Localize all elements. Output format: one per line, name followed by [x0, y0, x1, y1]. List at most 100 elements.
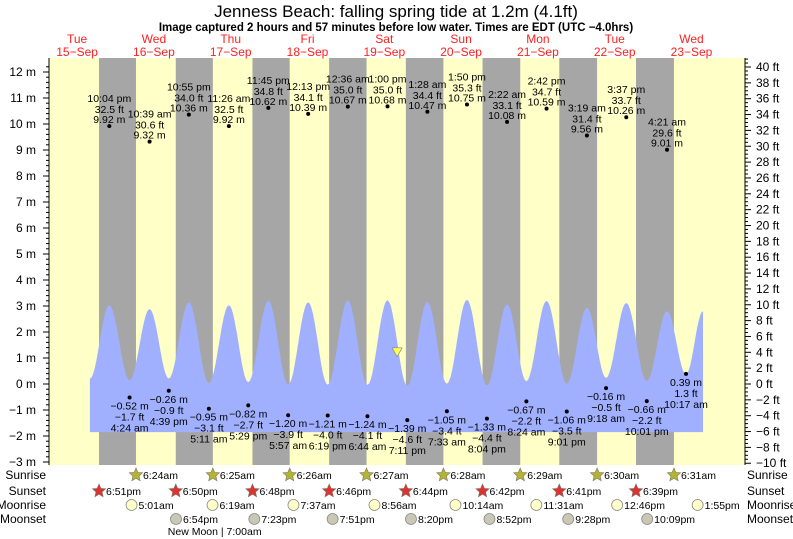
- left-tick-label: 8 m: [16, 169, 36, 183]
- right-tick-label: −10 ft: [756, 456, 787, 470]
- right-tick-label: 40 ft: [756, 60, 780, 74]
- sunrise-star-icon: [512, 467, 528, 482]
- low-tide-m: −1.39 m: [388, 423, 426, 435]
- high-tide-time: 4:21 am: [648, 117, 686, 129]
- high-tide-point: [665, 147, 670, 152]
- low-tide-m: −0.16 m: [587, 391, 625, 403]
- sunrise-time: 6:25am: [220, 470, 255, 482]
- sunset-star-icon: [398, 483, 414, 498]
- left-tick-label: −1 m: [9, 403, 36, 417]
- left-tick-label: 2 m: [16, 325, 36, 339]
- high-tide-point: [505, 119, 510, 124]
- day-date: 18−Sep: [287, 45, 329, 59]
- low-tide-time: 7:33 am: [428, 436, 466, 448]
- low-tide-ft: −2.2 ft: [632, 415, 662, 427]
- right-tick-label: 16 ft: [756, 250, 780, 264]
- low-tide-time: 7:11 pm: [389, 445, 426, 457]
- low-tide-point: [684, 371, 689, 376]
- chart-subtitle: Image captured 2 hours and 57 minutes be…: [159, 22, 633, 34]
- moonrise-row-label-right: Moonrise: [747, 498, 793, 512]
- sunrise-row-label-right: Sunrise: [747, 468, 788, 482]
- low-tide-time: 5:11 am: [190, 434, 227, 446]
- sunset-time: 6:50pm: [183, 486, 218, 498]
- sunset-star-icon: [245, 483, 260, 498]
- right-tick-label: 30 ft: [756, 139, 780, 153]
- high-tide-time: 12:13 pm: [286, 81, 330, 93]
- high-tide-m: 10.75 m: [448, 93, 486, 105]
- left-tick-label: −3 m: [9, 455, 36, 469]
- low-tide-time: 8:04 pm: [468, 444, 506, 456]
- sunset-time: 6:42pm: [490, 486, 525, 498]
- day-date: 15−Sep: [56, 45, 98, 59]
- right-tick-label: 8 ft: [756, 314, 773, 328]
- day-name: Fri: [301, 32, 315, 46]
- low-tide-time: 8:24 am: [507, 426, 545, 438]
- low-tide-time: 10:17 am: [664, 399, 708, 411]
- high-tide-ft: 33.1 ft: [492, 100, 521, 112]
- low-tide-time: 4:24 am: [111, 423, 149, 435]
- low-tide-time: 5:29 pm: [229, 430, 267, 442]
- high-tide-m: 9.92 m: [93, 114, 125, 126]
- high-tide-time: 3:19 am: [568, 102, 606, 114]
- high-tide-ft: 34.1 ft: [294, 92, 323, 104]
- right-tick-label: −4 ft: [756, 409, 780, 423]
- moonset-row-label: Moonset: [0, 512, 47, 526]
- left-tick-label: 7 m: [16, 195, 36, 209]
- left-tick-label: 10 m: [9, 117, 36, 131]
- day-name: Mon: [526, 32, 549, 46]
- moonrise-moon-icon: [530, 499, 543, 511]
- day-date: 19−Sep: [363, 45, 405, 59]
- sunset-star-icon: [321, 483, 337, 498]
- high-tide-m: 9.56 m: [571, 123, 603, 135]
- sunset-time: 6:44pm: [413, 486, 448, 498]
- day-name: Tue: [67, 32, 88, 46]
- high-tide-time: 1:28 am: [408, 79, 446, 91]
- high-tide-time: 3:37 pm: [607, 84, 645, 96]
- high-tide-time: 10:39 am: [128, 109, 172, 121]
- right-tick-label: −2 ft: [756, 393, 780, 407]
- moonset-moon-icon: [326, 513, 339, 525]
- low-tide-m: −0.52 m: [110, 401, 148, 413]
- sunrise-time: 6:29am: [527, 470, 562, 482]
- sunset-time: 6:46pm: [336, 486, 371, 498]
- day-name: Sun: [450, 32, 471, 46]
- sunset-star-icon: [475, 483, 490, 498]
- low-tide-ft: −2.7 ft: [234, 419, 264, 431]
- day-name: Tue: [605, 32, 626, 46]
- sunset-row-label: Sunset: [9, 484, 47, 498]
- low-tide-point: [484, 416, 489, 421]
- high-tide-ft: 34.4 ft: [413, 90, 442, 102]
- sunset-star-icon: [628, 483, 644, 498]
- moonset-moon-icon: [483, 513, 496, 525]
- low-tide-point: [524, 399, 529, 404]
- sunrise-time: 6:31am: [681, 470, 716, 482]
- low-tide-ft: −0.9 ft: [154, 405, 184, 417]
- tide-area: [89, 299, 704, 433]
- sunrise-star-icon: [359, 467, 374, 482]
- low-tide-time: 9:01 pm: [548, 437, 586, 449]
- high-tide-point: [584, 133, 589, 138]
- moonset-moon-icon: [641, 513, 654, 525]
- low-tide-point: [405, 418, 410, 423]
- high-tide-time: 11:45 pm: [247, 75, 290, 87]
- high-tide-m: 9.01 m: [651, 138, 683, 150]
- moonrise-time: 6:19am: [220, 500, 255, 512]
- left-tick-label: 6 m: [16, 221, 36, 235]
- sunset-time: 6:39pm: [643, 486, 678, 498]
- low-tide-ft: 1.3 ft: [674, 388, 697, 400]
- moonrise-moon-icon: [368, 499, 381, 511]
- high-tide-point: [186, 112, 191, 117]
- low-tide-m: −1.33 m: [468, 422, 506, 434]
- right-tick-label: −8 ft: [756, 440, 780, 454]
- high-tide-point: [147, 139, 152, 144]
- low-tide-point: [166, 388, 171, 393]
- chart-title: Jenness Beach: falling spring tide at 1.…: [214, 2, 578, 21]
- sunset-star-icon: [168, 483, 184, 498]
- moonset-time: 10:09pm: [654, 514, 695, 526]
- high-tide-ft: 34.0 ft: [174, 93, 203, 105]
- high-tide-time: 2:22 am: [488, 89, 526, 101]
- moonset-moon-icon: [405, 513, 417, 525]
- sunrise-row-label: Sunrise: [5, 468, 46, 482]
- low-tide-m: −1.06 m: [548, 415, 586, 427]
